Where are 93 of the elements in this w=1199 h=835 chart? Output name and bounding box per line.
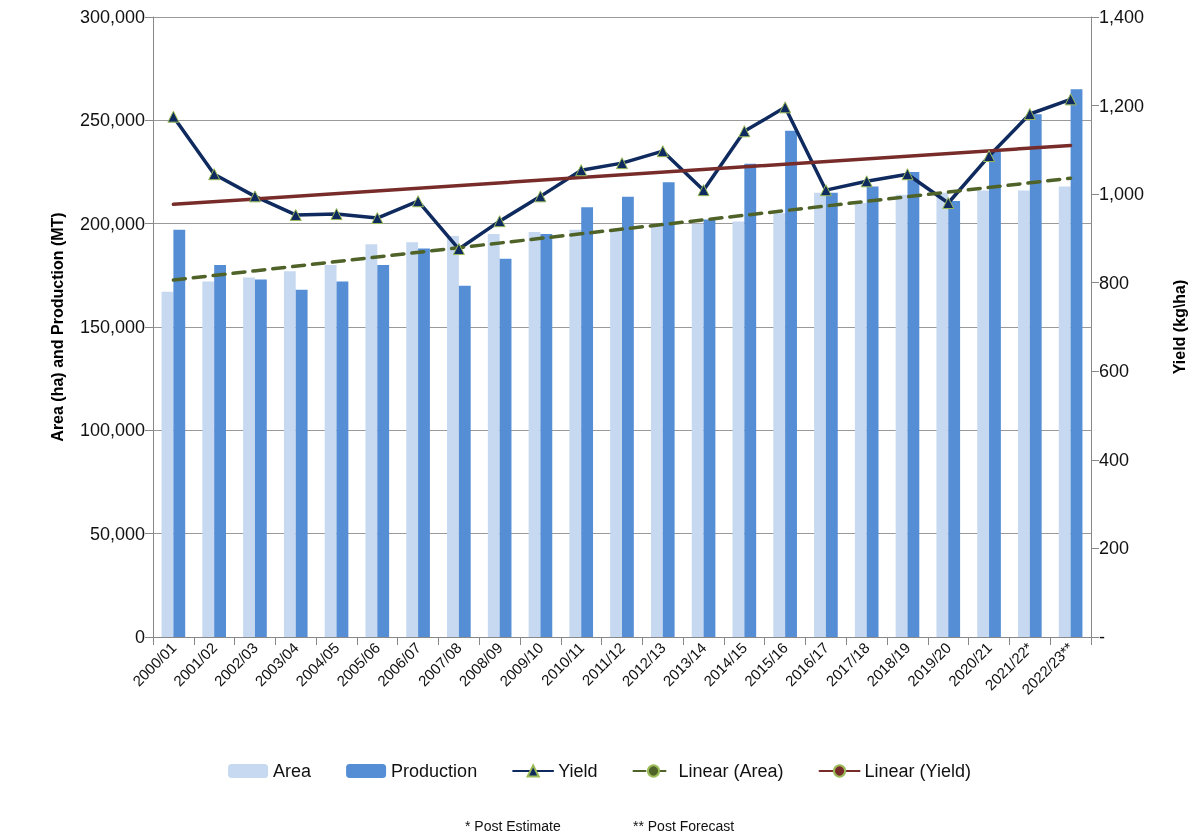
- point: [452, 243, 465, 256]
- y2-tick-label: -: [1099, 627, 1105, 647]
- legend-label: Linear (Area): [678, 761, 784, 781]
- point: [942, 197, 955, 209]
- y2-tick-label: 1,000: [1099, 184, 1145, 205]
- y-tick-label: 150,000: [79, 317, 145, 337]
- y-tick-label: 100,000: [79, 420, 145, 441]
- point: [248, 190, 261, 203]
- y2-tick-label: 800: [1099, 272, 1130, 293]
- y2-tick-label: 1,200: [1099, 95, 1145, 116]
- point: [575, 164, 588, 177]
- bar: [907, 172, 920, 637]
- point: [1064, 93, 1077, 106]
- bar: [487, 234, 500, 637]
- bar: [895, 194, 908, 637]
- bar: [854, 203, 867, 637]
- bar: [610, 229, 622, 637]
- point: [412, 195, 425, 208]
- bar: [202, 281, 215, 637]
- bar: [1029, 114, 1042, 637]
- y2-tick-label: 200: [1099, 538, 1130, 559]
- y-tick-label: 50,000: [89, 523, 145, 544]
- text: ** Post Forecast: [633, 818, 735, 834]
- bar: [977, 190, 990, 637]
- bar: [825, 192, 838, 637]
- legend-label: Linear (Yield): [864, 761, 971, 781]
- bar: [866, 186, 879, 637]
- text: * Post Estimate: [465, 818, 561, 834]
- y-tick-label: 0: [134, 627, 145, 647]
- legend-label: Production: [391, 761, 478, 781]
- point: [901, 168, 914, 181]
- y2-tick-label: 1,400: [1099, 7, 1145, 27]
- bar: [1058, 186, 1071, 637]
- bar: [406, 242, 419, 637]
- bar: [540, 234, 553, 637]
- point: [289, 208, 302, 221]
- point: [493, 215, 506, 228]
- bar: [254, 279, 267, 637]
- bar: [622, 196, 634, 637]
- point: [534, 190, 547, 203]
- y-tick-label: 200,000: [79, 213, 145, 234]
- bar: [173, 229, 186, 637]
- point: [208, 168, 221, 181]
- point: [330, 208, 343, 221]
- bar: [785, 130, 797, 637]
- legend-label: Area: [273, 761, 313, 781]
- y-tick-label: 300,000: [79, 7, 145, 27]
- bar: [324, 265, 337, 637]
- point: [656, 145, 669, 158]
- y-axis-title: Area (ha) and Production (MT): [48, 212, 66, 442]
- point: [1023, 107, 1036, 120]
- point: [738, 125, 751, 138]
- y2-tick-label: 600: [1099, 361, 1130, 382]
- bar: [336, 281, 349, 637]
- point: [697, 184, 710, 197]
- point: [167, 110, 180, 123]
- bar: [377, 265, 390, 637]
- bar: [732, 221, 745, 637]
- bar: [691, 223, 704, 637]
- y2-axis-title: Yield (kg\ha): [1170, 279, 1188, 375]
- bar: [499, 258, 512, 637]
- bar: [161, 291, 174, 637]
- point: [779, 101, 792, 114]
- bar: [283, 271, 296, 637]
- bar: [948, 200, 961, 637]
- bar: [581, 207, 594, 637]
- bar: [814, 192, 826, 637]
- bar: [989, 151, 1001, 637]
- bar: [744, 163, 757, 637]
- y-tick-label: 250,000: [79, 110, 145, 131]
- bar: [214, 265, 226, 637]
- bar: [1070, 89, 1083, 637]
- point: [616, 157, 628, 170]
- bar: [650, 225, 663, 637]
- bar: [936, 192, 949, 637]
- bar: [458, 285, 471, 637]
- bar: [447, 236, 459, 637]
- y2-tick-label: 400: [1099, 449, 1130, 470]
- point: [860, 175, 873, 188]
- point: [819, 184, 832, 197]
- bar: [243, 277, 255, 637]
- bar: [569, 229, 582, 637]
- bar: [365, 244, 378, 637]
- point: [371, 212, 384, 225]
- bar: [418, 248, 430, 637]
- bar: [703, 219, 716, 637]
- point: [983, 150, 996, 163]
- bar: [295, 289, 308, 637]
- bar: [1018, 190, 1030, 637]
- bar: [528, 231, 541, 637]
- bar: [773, 213, 786, 637]
- bar: [662, 182, 675, 637]
- legend-label: Yield: [558, 761, 598, 781]
